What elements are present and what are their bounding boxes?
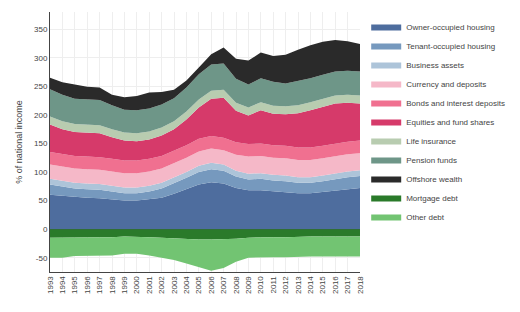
svg-text:-50: -50 <box>36 254 48 263</box>
svg-text:2018: 2018 <box>356 276 365 294</box>
svg-text:250: 250 <box>34 82 48 91</box>
svg-text:1997: 1997 <box>95 276 104 294</box>
svg-text:Mortgage debt: Mortgage debt <box>406 194 458 203</box>
svg-text:2002: 2002 <box>157 276 166 294</box>
svg-text:2005: 2005 <box>194 276 203 294</box>
svg-text:Pension funds: Pension funds <box>406 156 457 165</box>
svg-text:200: 200 <box>34 111 48 120</box>
svg-text:1993: 1993 <box>46 276 55 294</box>
svg-text:Offshore wealth: Offshore wealth <box>406 175 462 184</box>
svg-text:2001: 2001 <box>145 276 154 294</box>
svg-text:Equities and fund shares: Equities and fund shares <box>406 118 494 127</box>
svg-text:Owner-occupied housing: Owner-occupied housing <box>406 23 495 32</box>
svg-text:2015: 2015 <box>318 276 327 294</box>
svg-text:2016: 2016 <box>331 276 340 294</box>
svg-text:2010: 2010 <box>256 276 265 294</box>
svg-text:Business assets: Business assets <box>406 61 464 70</box>
svg-text:% of national income: % of national income <box>14 100 24 184</box>
svg-text:0: 0 <box>43 225 48 234</box>
svg-text:Life insurance: Life insurance <box>406 137 456 146</box>
svg-text:100: 100 <box>34 168 48 177</box>
svg-text:Other debt: Other debt <box>406 213 445 222</box>
svg-text:Tenant-occupied housing: Tenant-occupied housing <box>406 42 495 51</box>
svg-text:2013: 2013 <box>294 276 303 294</box>
svg-text:1994: 1994 <box>58 276 67 294</box>
svg-text:2007: 2007 <box>219 276 228 294</box>
svg-text:Bonds and interest deposits: Bonds and interest deposits <box>406 99 505 108</box>
svg-text:150: 150 <box>34 139 48 148</box>
svg-text:Currency and deposits: Currency and deposits <box>406 80 486 89</box>
svg-text:2014: 2014 <box>306 276 315 294</box>
svg-text:1995: 1995 <box>70 276 79 294</box>
svg-text:350: 350 <box>34 25 48 34</box>
svg-text:2017: 2017 <box>343 276 352 294</box>
svg-text:2006: 2006 <box>207 276 216 294</box>
svg-text:1998: 1998 <box>108 276 117 294</box>
svg-text:2004: 2004 <box>182 276 191 294</box>
svg-text:2000: 2000 <box>132 276 141 294</box>
svg-text:1996: 1996 <box>83 276 92 294</box>
svg-text:50: 50 <box>38 196 47 205</box>
svg-text:2012: 2012 <box>281 276 290 294</box>
svg-text:300: 300 <box>34 54 48 63</box>
svg-text:2011: 2011 <box>269 276 278 294</box>
svg-text:2009: 2009 <box>244 276 253 294</box>
svg-text:2003: 2003 <box>170 276 179 294</box>
svg-text:2008: 2008 <box>232 276 241 294</box>
svg-text:1999: 1999 <box>120 276 129 294</box>
